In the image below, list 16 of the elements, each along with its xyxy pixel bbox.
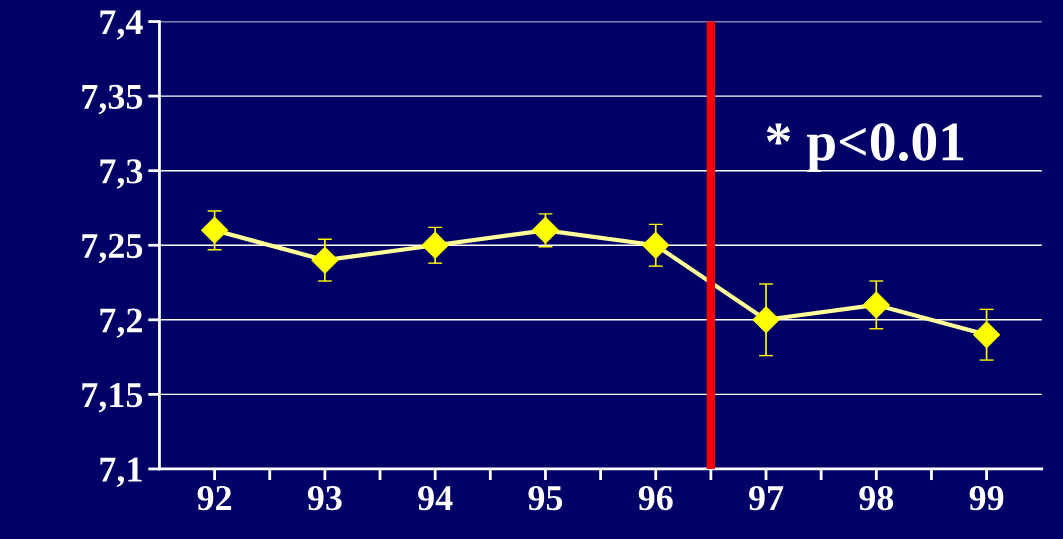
x-tick-label: 93 [307,486,342,511]
x-tick-label: 99 [969,486,1004,511]
y-tick-label: 7,25 [82,233,143,264]
x-tick-label: 96 [638,486,673,511]
y-tick-label: 7,15 [82,383,143,413]
y-tick-label: 7,4 [100,10,143,40]
annotation: * p<0.01 [766,123,964,173]
x-tick-label: 94 [418,486,453,511]
y-tick-label: 7,2 [100,308,142,338]
y-tick-label: 7,1 [100,457,142,488]
x-tick-label: 98 [859,485,894,511]
y-tick-label: 7,35 [82,84,143,115]
x-tick-label: 92 [197,486,232,511]
x-tick-label: 95 [528,486,563,511]
y-tick-label: 7,3 [100,159,143,189]
x-tick-label: 97 [748,486,784,511]
